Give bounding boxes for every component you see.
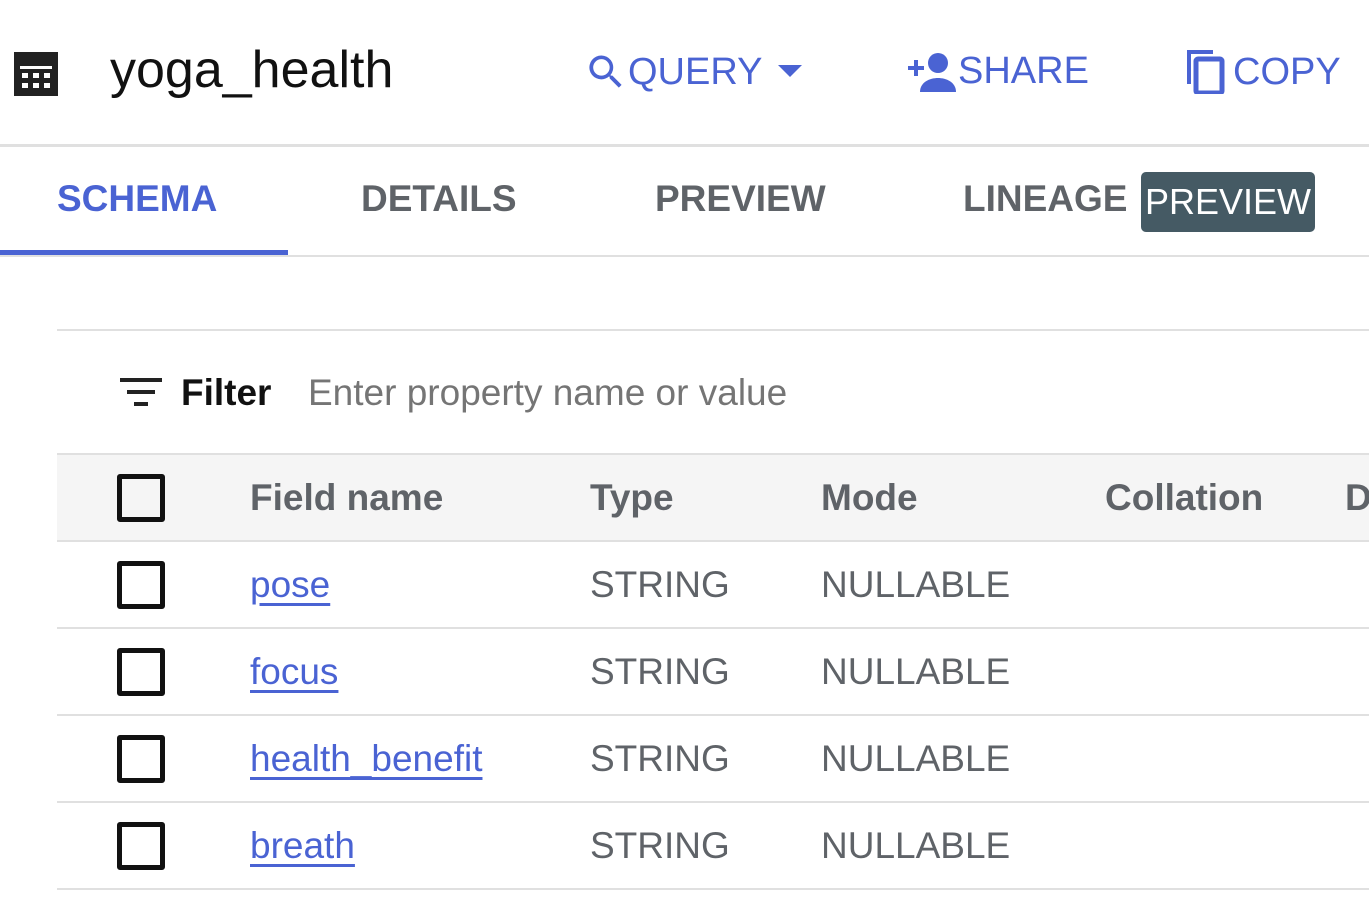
field-name-link[interactable]: breath [250, 824, 355, 866]
query-button[interactable]: QUERY [584, 50, 803, 94]
field-mode: NULLABLE [821, 737, 1011, 779]
divider [0, 255, 1369, 257]
col-field-name[interactable]: Field name [250, 476, 444, 518]
table-header: Field name Type Mode Collation D [57, 453, 1369, 542]
row-checkbox[interactable] [117, 560, 165, 609]
search-icon [589, 55, 622, 88]
field-mode: NULLABLE [821, 563, 1011, 605]
row-checkbox[interactable] [117, 647, 165, 696]
table-row: health_benefit STRING NULLABLE [57, 716, 1369, 803]
tab-details[interactable]: DETAILS [361, 178, 517, 219]
share-label: SHARE [958, 50, 1089, 92]
preview-badge: PREVIEW [1141, 172, 1315, 232]
table-icon [14, 52, 58, 96]
col-description[interactable]: D [1345, 476, 1369, 518]
chevron-down-icon [778, 65, 803, 77]
col-mode[interactable]: Mode [821, 476, 918, 518]
filter-input[interactable] [308, 368, 1308, 418]
active-tab-indicator [0, 250, 288, 255]
query-label: QUERY [628, 50, 763, 93]
table-row: breath STRING NULLABLE [57, 803, 1369, 890]
field-type: STRING [590, 563, 730, 605]
row-checkbox[interactable] [117, 734, 165, 783]
page-title: yoga_health [110, 41, 394, 99]
table-row: focus STRING NULLABLE [57, 629, 1369, 716]
field-type: STRING [590, 824, 730, 866]
row-checkbox[interactable] [117, 821, 165, 870]
person-add-icon [908, 52, 956, 92]
field-type: STRING [590, 737, 730, 779]
copy-button[interactable]: COPY [1187, 50, 1341, 94]
tab-lineage[interactable]: LINEAGE [963, 178, 1128, 219]
col-collation[interactable]: Collation [1105, 476, 1264, 518]
field-mode: NULLABLE [821, 650, 1011, 692]
field-name-link[interactable]: health_benefit [250, 737, 483, 779]
divider [57, 329, 1369, 331]
field-name-link[interactable]: focus [250, 650, 339, 692]
tab-schema[interactable]: SCHEMA [57, 178, 218, 219]
col-type[interactable]: Type [590, 476, 674, 518]
filter-icon [120, 378, 162, 406]
table-row: pose STRING NULLABLE [57, 542, 1369, 629]
field-type: STRING [590, 650, 730, 692]
field-name-link[interactable]: pose [250, 563, 331, 605]
field-mode: NULLABLE [821, 824, 1011, 866]
tab-preview[interactable]: PREVIEW [655, 178, 826, 219]
divider [0, 144, 1369, 147]
copy-label: COPY [1233, 50, 1341, 93]
copy-icon [1187, 50, 1225, 94]
select-all-checkbox[interactable] [117, 473, 165, 522]
share-button[interactable]: SHARE [906, 50, 1089, 93]
filter-label: Filter [181, 372, 272, 413]
